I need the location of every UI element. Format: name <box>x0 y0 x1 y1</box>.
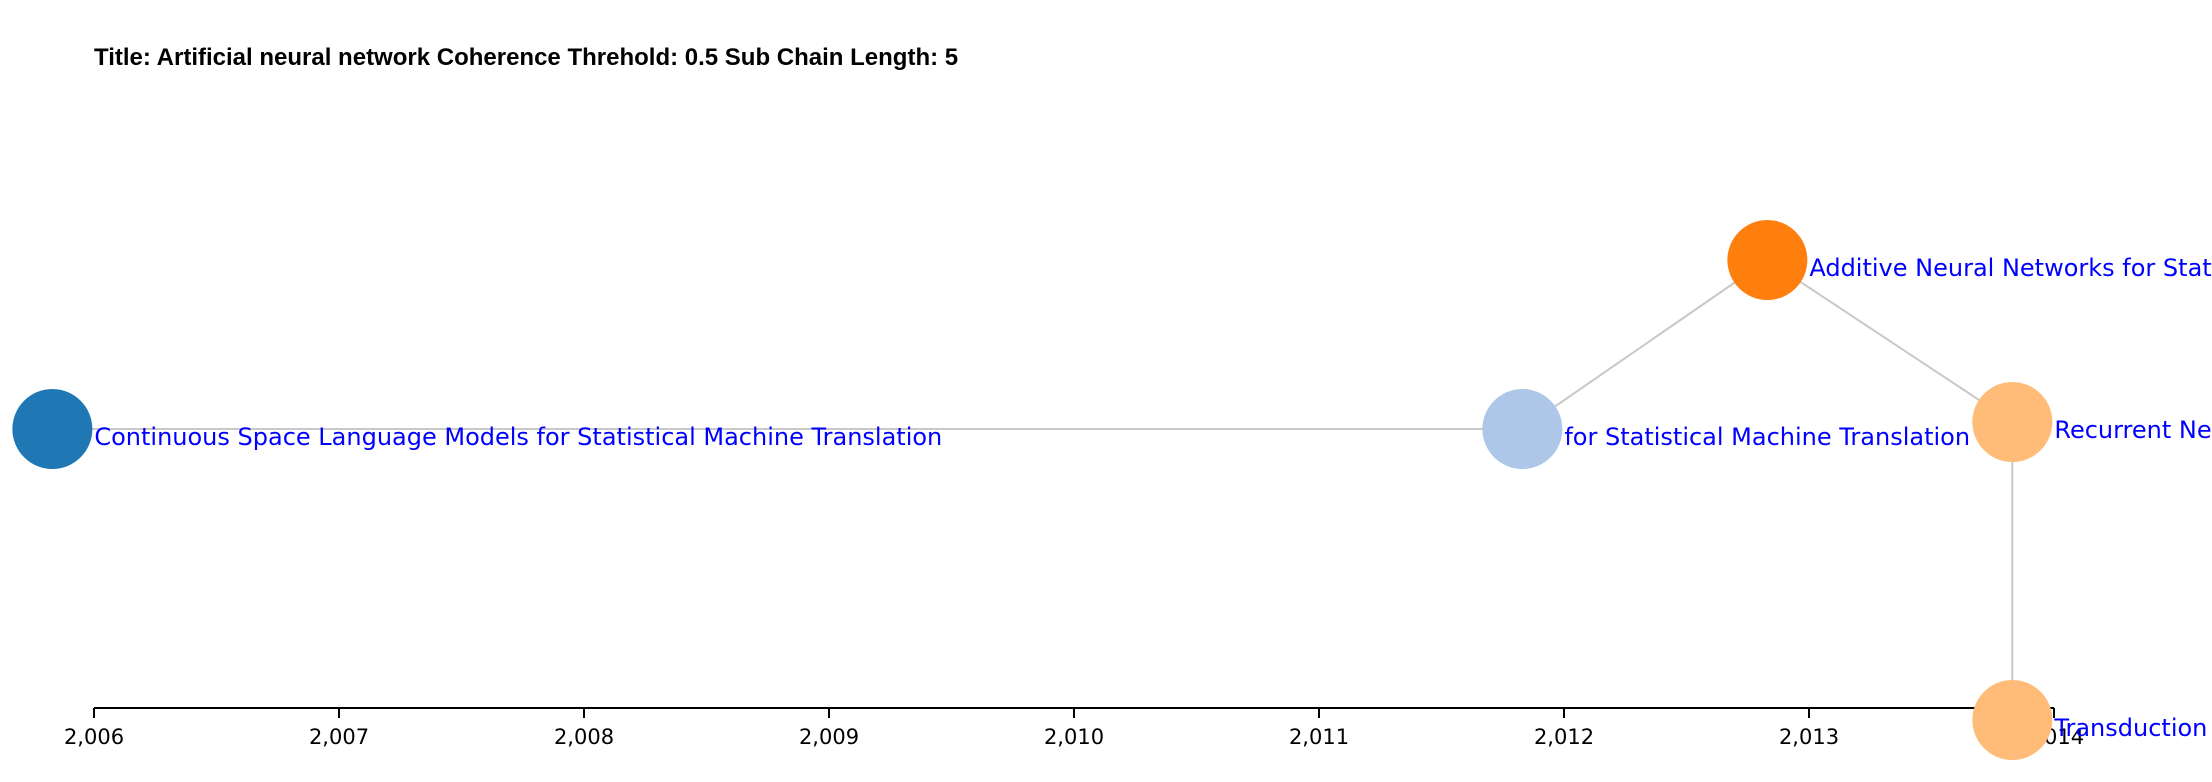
node-label-link[interactable]: Recurrent Neural Networks <box>2054 416 2212 444</box>
graph-node[interactable] <box>1972 680 2053 760</box>
x-axis-tick-label: 2,010 <box>1044 725 1104 749</box>
graph-node[interactable] <box>12 389 93 469</box>
x-axis-tick-label: 2,011 <box>1289 725 1349 749</box>
node-label-link[interactable]: for Statistical Machine Translation <box>1564 423 1970 451</box>
graph-node[interactable] <box>1972 382 2053 462</box>
graph-node[interactable] <box>1482 389 1563 469</box>
x-axis-tick-label: 2,007 <box>309 725 369 749</box>
x-axis-tick-label: 2,008 <box>554 725 614 749</box>
x-axis-tick-label: 2,013 <box>1779 725 1839 749</box>
graph-link <box>1766 259 2013 423</box>
x-axis-tick-label: 2,006 <box>64 725 124 749</box>
chart-title: Title: Artificial neural network Coheren… <box>94 44 959 71</box>
x-axis-tick-label: 2,009 <box>799 725 859 749</box>
node-label-link[interactable]: Additive Neural Networks for Statistical… <box>1809 254 2212 282</box>
graph-node[interactable] <box>1727 220 1808 300</box>
x-axis-tick-label: 2,012 <box>1534 725 1594 749</box>
node-label-link[interactable]: Continuous Space Language Models for Sta… <box>94 423 942 451</box>
graph-link <box>1521 259 1768 430</box>
node-label-link[interactable]: Transduction Recurrent Neural Networks <box>2053 714 2212 742</box>
